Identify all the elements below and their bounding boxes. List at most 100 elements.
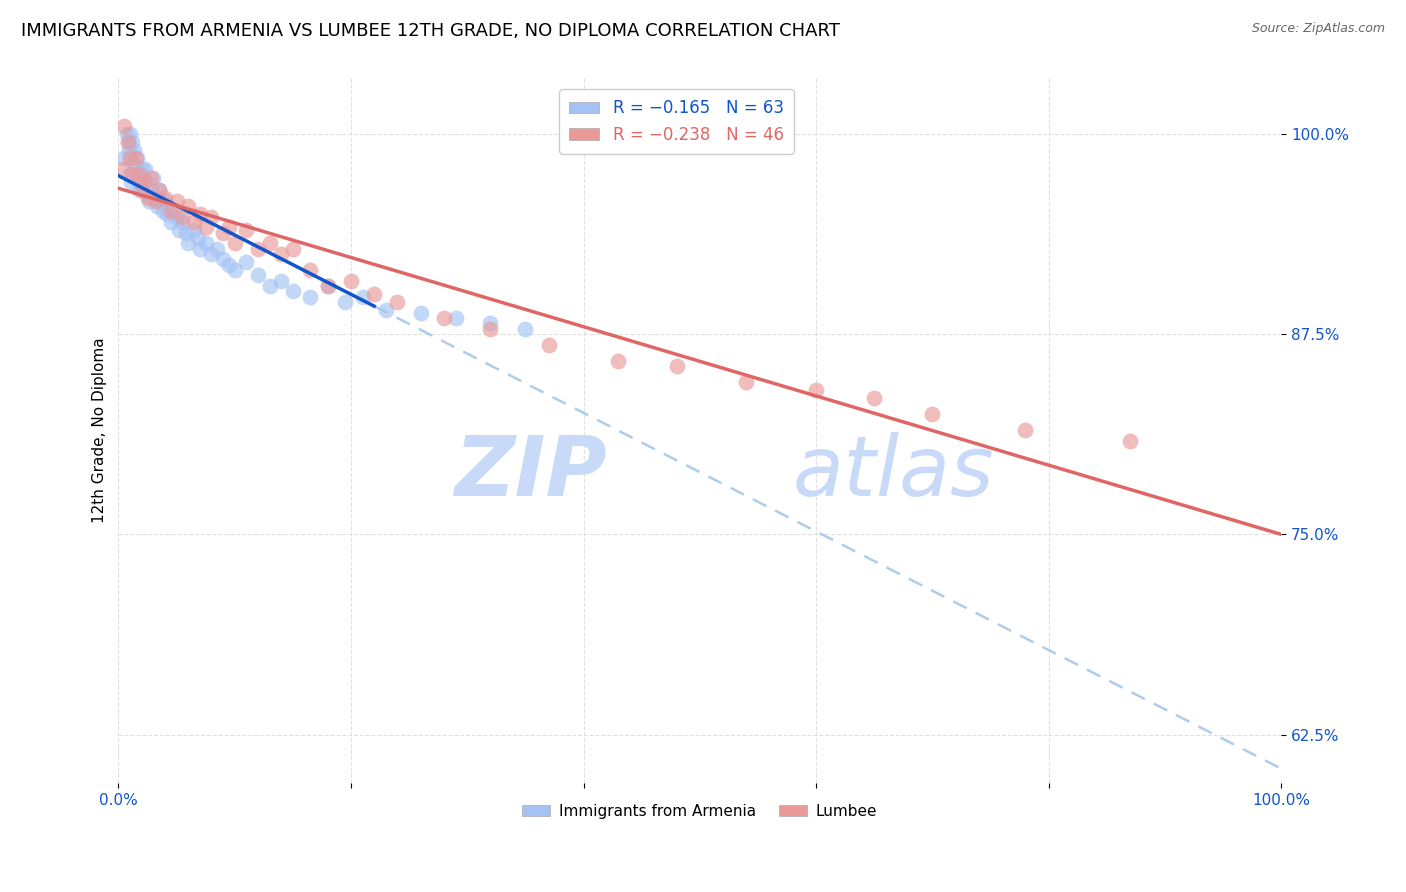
Point — [218, 258, 240, 272]
Point — [194, 235, 217, 250]
Point — [374, 302, 396, 317]
Point — [194, 219, 217, 234]
Point — [804, 383, 827, 397]
Point — [120, 175, 142, 189]
Point — [174, 226, 197, 240]
Point — [224, 235, 246, 250]
Point — [863, 391, 886, 405]
Point — [152, 203, 174, 218]
Point — [218, 219, 240, 234]
Point — [270, 274, 292, 288]
Point — [153, 194, 176, 208]
Point — [1119, 434, 1142, 449]
Point — [120, 127, 142, 141]
Point — [125, 159, 148, 173]
Point — [235, 255, 257, 269]
Point — [172, 215, 194, 229]
Point — [153, 191, 176, 205]
Point — [607, 354, 630, 368]
Point — [139, 183, 162, 197]
Point — [316, 279, 339, 293]
Point — [156, 207, 179, 221]
Point — [281, 284, 304, 298]
Point — [537, 338, 560, 352]
Point — [131, 171, 153, 186]
Point — [121, 135, 143, 149]
Point — [921, 407, 943, 421]
Point — [117, 135, 139, 149]
Point — [128, 175, 150, 189]
Point — [299, 290, 322, 304]
Point — [166, 194, 188, 208]
Text: Source: ZipAtlas.com: Source: ZipAtlas.com — [1251, 22, 1385, 36]
Point — [246, 268, 269, 282]
Point — [177, 235, 200, 250]
Point — [172, 210, 194, 224]
Point — [333, 295, 356, 310]
Text: ZIP: ZIP — [454, 432, 607, 513]
Point — [281, 242, 304, 256]
Point — [120, 167, 142, 181]
Point — [183, 215, 205, 229]
Point — [118, 143, 141, 157]
Point — [148, 183, 170, 197]
Point — [159, 203, 181, 218]
Point — [162, 203, 184, 218]
Point — [146, 199, 169, 213]
Point — [316, 279, 339, 293]
Point — [433, 310, 456, 325]
Point — [387, 295, 409, 310]
Point — [352, 290, 374, 304]
Point — [159, 215, 181, 229]
Point — [122, 143, 145, 157]
Point — [136, 187, 159, 202]
Point — [224, 263, 246, 277]
Point — [363, 287, 385, 301]
Legend: Immigrants from Armenia, Lumbee: Immigrants from Armenia, Lumbee — [516, 797, 883, 825]
Point — [259, 279, 281, 293]
Point — [132, 175, 155, 189]
Point — [121, 167, 143, 181]
Point — [132, 183, 155, 197]
Point — [212, 226, 235, 240]
Point — [186, 231, 208, 245]
Point — [112, 161, 135, 176]
Point — [145, 194, 167, 208]
Point — [134, 161, 156, 176]
Point — [259, 235, 281, 250]
Point — [145, 191, 167, 205]
Point — [125, 151, 148, 165]
Point — [735, 375, 758, 389]
Point — [142, 171, 165, 186]
Point — [183, 223, 205, 237]
Point — [148, 183, 170, 197]
Text: IMMIGRANTS FROM ARMENIA VS LUMBEE 12TH GRADE, NO DIPLOMA CORRELATION CHART: IMMIGRANTS FROM ARMENIA VS LUMBEE 12TH G… — [21, 22, 839, 40]
Point — [120, 151, 142, 165]
Point — [188, 207, 211, 221]
Point — [128, 167, 150, 181]
Point — [235, 223, 257, 237]
Point — [200, 210, 222, 224]
Point — [125, 167, 148, 181]
Point — [127, 167, 149, 181]
Point — [188, 242, 211, 256]
Point — [117, 135, 139, 149]
Point — [149, 194, 172, 208]
Point — [409, 306, 432, 320]
Point — [112, 151, 135, 165]
Point — [340, 274, 363, 288]
Point — [515, 322, 537, 336]
Point — [166, 210, 188, 224]
Point — [115, 127, 138, 141]
Point — [128, 183, 150, 197]
Point — [167, 223, 190, 237]
Point — [131, 161, 153, 176]
Point — [177, 199, 200, 213]
Point — [112, 119, 135, 133]
Point — [207, 242, 229, 256]
Point — [479, 322, 502, 336]
Point — [270, 247, 292, 261]
Point — [212, 252, 235, 266]
Point — [135, 175, 157, 189]
Point — [138, 194, 160, 208]
